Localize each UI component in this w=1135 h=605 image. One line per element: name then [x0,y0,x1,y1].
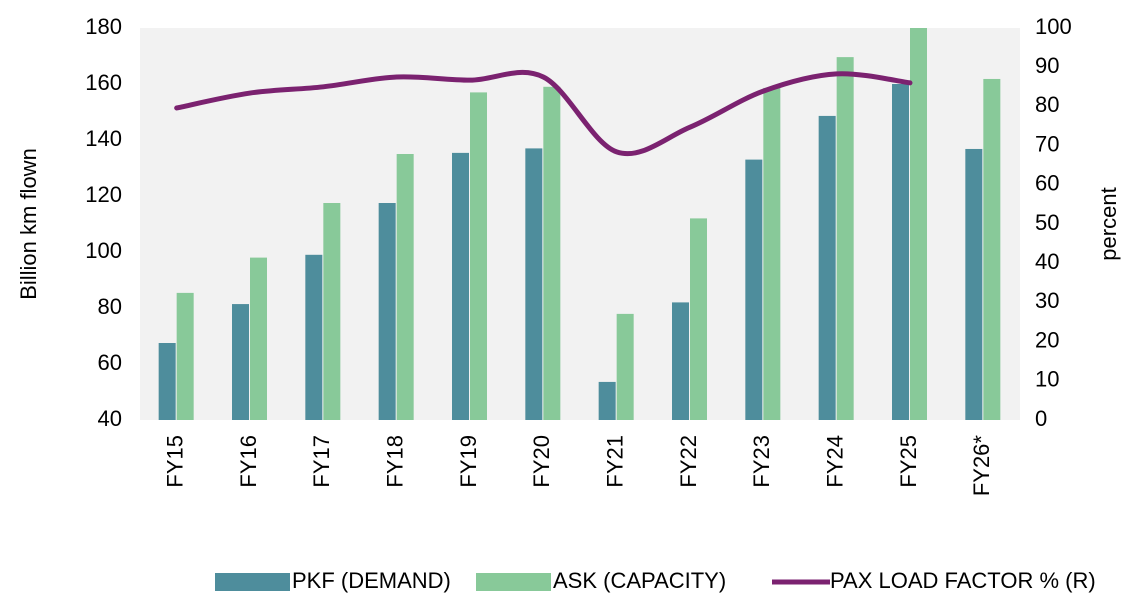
y-tick-label: 80 [98,294,122,319]
y2-tick-label: 70 [1035,131,1059,156]
x-tick-label: FY17 [309,435,334,488]
bar [818,115,836,421]
bar [452,152,469,420]
y-tick-label: 100 [85,238,122,263]
legend-label: ASK (CAPACITY) [553,568,726,593]
x-tick-label: FY20 [529,435,554,488]
y-axis-label: Billion km flown [16,148,41,300]
x-tick-label: FY15 [162,435,187,488]
x-tick-label: FY18 [382,435,407,488]
bar [470,92,487,421]
bar [543,86,561,421]
line [174,69,913,156]
y2-axis-label: percent [1096,187,1121,260]
y-tick-label: 60 [98,350,122,375]
y2-tick-label: 60 [1035,171,1059,196]
y2-tick-label: 100 [1035,14,1072,39]
y2-tick-label: 10 [1035,367,1059,392]
plot-area [140,28,1020,420]
legend-label: PKF (DEMAND) [292,568,451,593]
x-tick-label: FY21 [602,435,627,488]
bar [396,154,414,420]
y-tick-label: 160 [85,70,122,95]
legend-label: PAX LOAD FACTOR % (R) [830,568,1096,593]
y-tick-label: 120 [85,182,122,207]
bar [892,84,909,420]
y2-tick-label: 0 [1035,406,1047,431]
y-tick-label: 140 [85,126,122,151]
bar [965,148,983,420]
y2-tick-label: 30 [1035,288,1059,313]
bar [745,159,763,420]
y-tick-label: 40 [98,406,122,431]
bar [836,57,854,421]
x-tick-label: FY22 [676,435,701,488]
bar [378,203,396,420]
y2-tick-label: 90 [1035,53,1059,78]
bar [763,87,781,421]
bar [598,381,616,420]
bar [525,148,543,420]
x-tick-label: FY19 [456,435,481,488]
x-tick-label: FY25 [896,435,921,488]
bar [158,343,176,420]
y-tick-label: 180 [85,14,122,39]
y2-tick-label: 50 [1035,210,1059,235]
bar [176,292,194,420]
bar [910,28,927,420]
bar [983,78,1001,421]
y2-tick-label: 80 [1035,92,1059,117]
bar [250,257,267,420]
bar [305,254,323,420]
bar [690,218,707,420]
legend-swatch [476,573,551,591]
y2-tick-label: 40 [1035,249,1059,274]
legend-swatch [215,573,290,591]
x-tick-label: FY26* [969,435,994,497]
bar [616,313,634,420]
bar [232,304,249,420]
bar [672,302,689,420]
y2-tick-label: 20 [1035,327,1059,352]
bar [323,203,341,420]
x-tick-label: FY23 [749,435,774,488]
x-tick-label: FY24 [822,435,847,488]
x-tick-label: FY16 [236,435,261,488]
